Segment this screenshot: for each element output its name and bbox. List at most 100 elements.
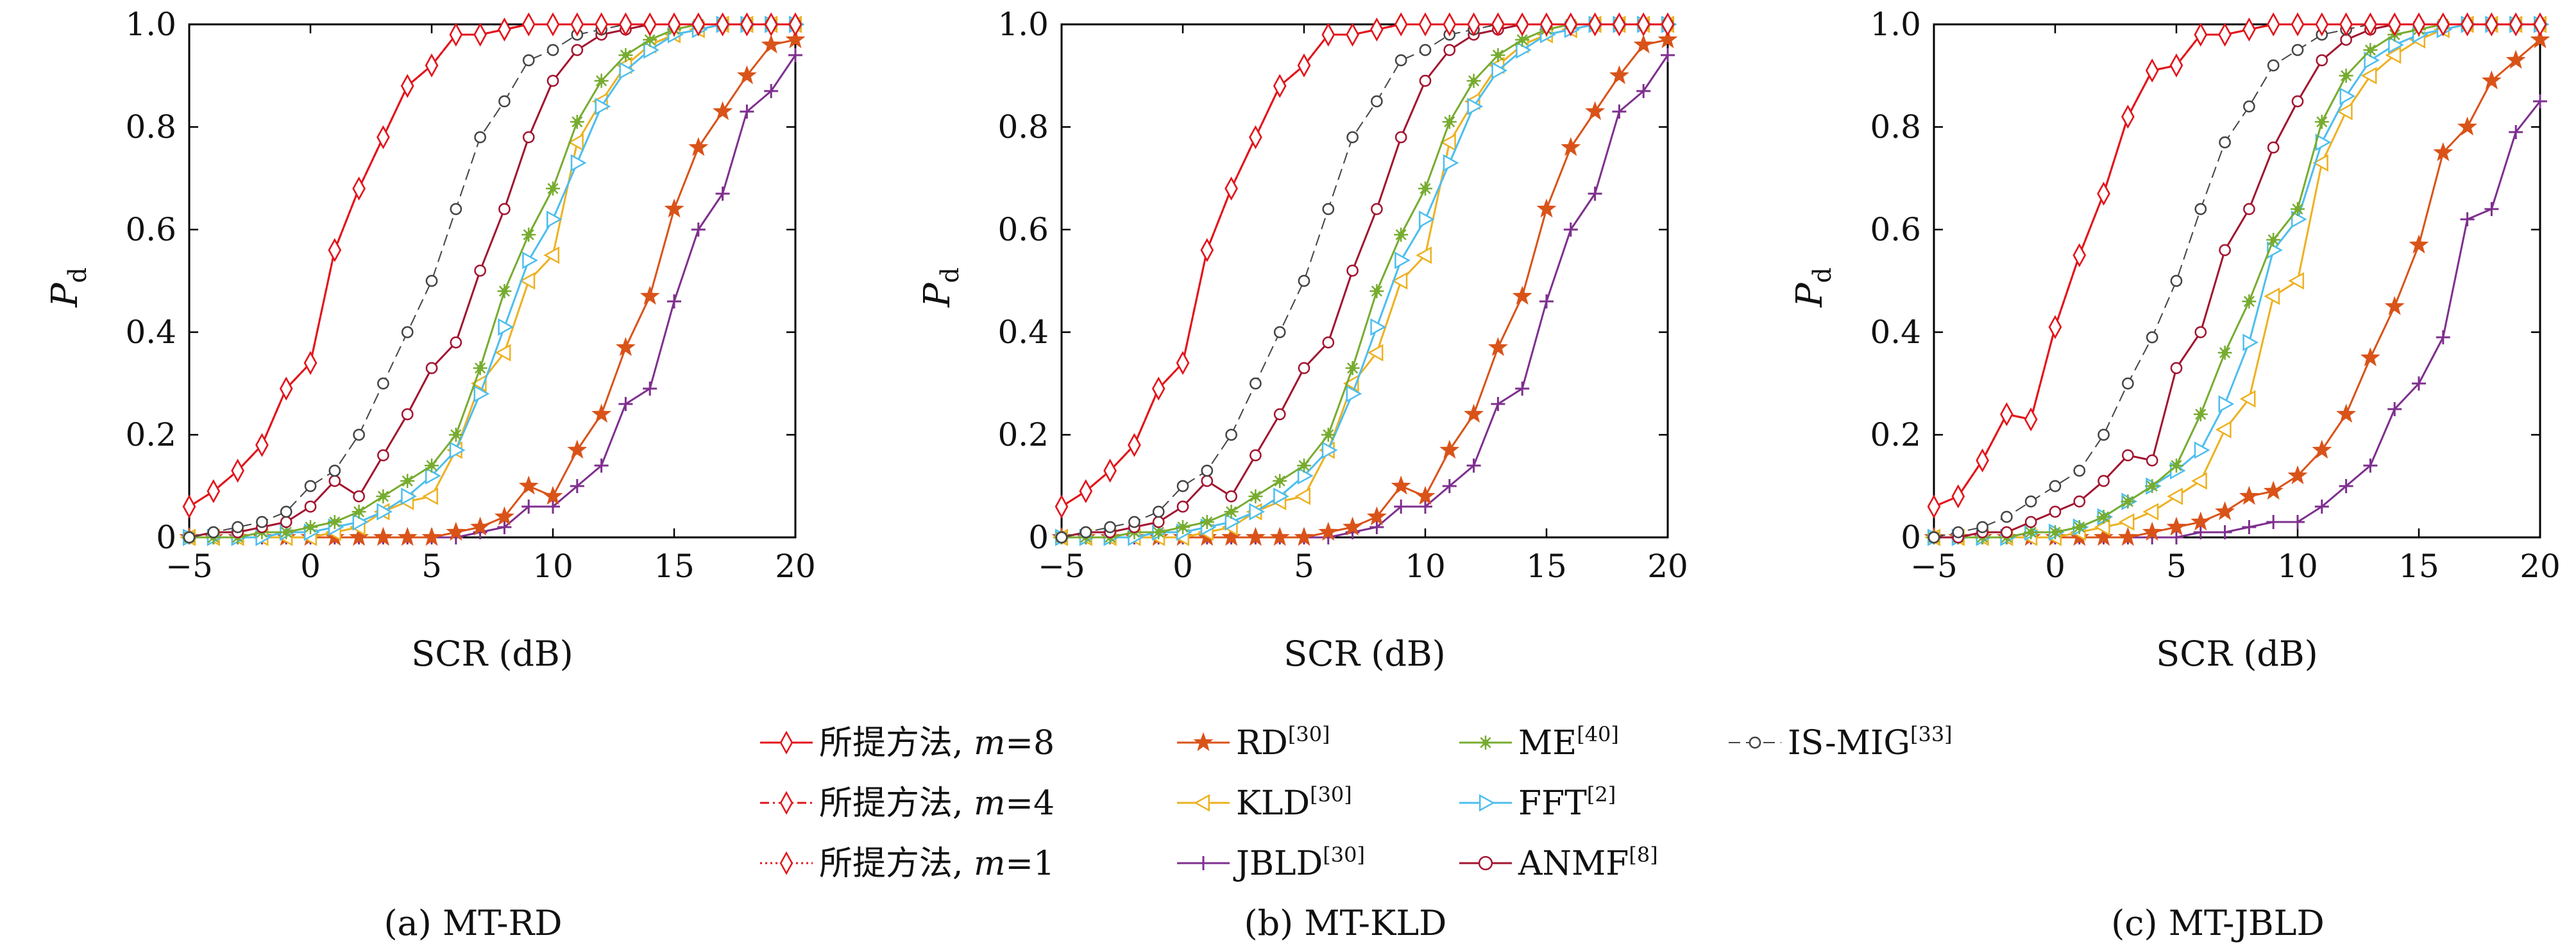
data-point-fft — [449, 441, 466, 459]
data-point-prop8 — [2339, 12, 2353, 37]
series-line-prop8 — [1061, 23, 1668, 508]
series-line-prop4 — [189, 23, 795, 508]
data-point-prop8 — [498, 17, 511, 42]
series-prop8 — [1927, 12, 2547, 519]
data-point-prop8 — [2412, 12, 2426, 37]
series-line-fft — [1934, 23, 2540, 539]
data-point-rd — [2142, 521, 2162, 541]
data-point-me-core — [380, 493, 387, 500]
data-point-jbld — [1636, 84, 1651, 98]
data-point-rd — [664, 198, 684, 218]
x-tick-label: 0 — [2045, 548, 2065, 585]
data-point-prop8 — [595, 12, 608, 37]
data-point-ismig — [2073, 464, 2086, 477]
data-point-prop8 — [2533, 12, 2547, 37]
data-point-fft — [2194, 441, 2210, 459]
data-point-prop8 — [667, 12, 681, 37]
x-tick-label: 15 — [1526, 548, 1567, 585]
x-axis-label: SCR (dB) — [1284, 634, 1446, 674]
data-point-me-core — [1155, 529, 1162, 535]
data-point-anmf — [2291, 95, 2304, 108]
legend-label-suffix: =8 — [1005, 724, 1055, 762]
subplot-caption: (b) MT-KLD — [1244, 903, 1447, 943]
x-tick-label: 20 — [775, 548, 816, 585]
data-point-ismig — [1371, 95, 1383, 108]
x-tick-label: 15 — [2398, 548, 2439, 585]
x-tick-label: 5 — [421, 548, 442, 585]
series-line-rd — [1934, 38, 2541, 539]
series-rd — [179, 29, 806, 546]
data-point-rd — [518, 475, 539, 495]
legend-label-text: KLD — [1236, 784, 1310, 823]
data-point-me-core — [1349, 365, 1356, 371]
data-point-prop8 — [2509, 12, 2523, 37]
data-point-rd — [1439, 439, 1460, 459]
data-point-prop8 — [619, 12, 632, 37]
series-prop8 — [182, 12, 802, 519]
data-point-jbld — [667, 294, 681, 308]
data-point-anmf — [522, 131, 535, 144]
data-point-prop8 — [2461, 12, 2474, 37]
data-point-fft — [2242, 333, 2259, 351]
data-point-anmf — [1346, 264, 1359, 277]
y-tick-label: 0.8 — [125, 108, 176, 146]
y-tick-label: 0.4 — [1870, 314, 1921, 351]
data-point-fft — [643, 41, 659, 59]
series-line-rd — [189, 38, 796, 539]
y-tick-label: 0.6 — [1870, 211, 1921, 248]
series-line-anmf — [1934, 23, 2540, 539]
data-point-prop8 — [2024, 407, 2038, 432]
data-point-rd — [1609, 65, 1629, 85]
series-line-prop4 — [1933, 23, 2540, 508]
subplot-caption: (a) MT-RD — [384, 903, 562, 943]
legend-marker-me-core — [1482, 739, 1489, 746]
series-prop4 — [1055, 12, 1675, 519]
data-point-prop8 — [764, 12, 778, 37]
legend-marker-rd — [1193, 732, 1214, 752]
data-point-ismig — [2024, 495, 2037, 508]
series-line-rd — [1062, 38, 1668, 539]
data-point-prop8 — [2315, 12, 2329, 37]
data-point-prop8 — [1297, 53, 1311, 78]
data-point-fft — [1467, 97, 1484, 115]
data-point-fft — [1370, 318, 1387, 336]
legend-label-text: 所提方法, — [819, 724, 974, 762]
data-point-anmf — [1443, 44, 1456, 56]
data-point-prop8 — [1418, 12, 1432, 37]
data-point-prop8 — [2266, 12, 2280, 37]
series-line-me — [1934, 23, 2540, 539]
data-point-fft — [1297, 467, 1314, 485]
data-point-jbld — [594, 459, 609, 473]
data-point-rd — [2117, 526, 2138, 546]
legend-label: IS-MIG[33] — [1788, 722, 1953, 762]
data-point-kld — [2191, 472, 2207, 490]
data-point-prop8 — [2364, 12, 2377, 37]
series-prop1 — [1055, 12, 1675, 519]
data-point-fft — [2339, 87, 2356, 105]
data-point-anmf — [571, 44, 584, 56]
series-line-prop1 — [1061, 23, 1668, 508]
data-point-prop8 — [2145, 58, 2159, 83]
data-point-anmf — [2073, 495, 2086, 508]
data-point-ismig — [1273, 326, 1286, 339]
data-point-prop8 — [1200, 238, 1214, 262]
data-point-jbld — [691, 223, 706, 237]
data-point-rd — [1487, 337, 1508, 357]
data-point-me-core — [2173, 462, 2180, 469]
data-point-anmf — [2001, 526, 2013, 539]
data-point-me-core — [2028, 529, 2035, 535]
legend-item-anmf: ANMF[8] — [1459, 843, 1658, 883]
data-point-ismig — [401, 326, 414, 339]
series-rd — [1924, 29, 2550, 546]
data-point-rd — [349, 526, 369, 546]
data-point-jbld — [1394, 500, 1409, 514]
data-point-rd — [2166, 516, 2187, 536]
data-point-kld — [2312, 154, 2328, 172]
data-point-ismig — [1152, 505, 1165, 518]
y-axis-label-main: P — [44, 282, 86, 308]
data-point-anmf — [450, 336, 462, 349]
data-point-ismig — [353, 428, 365, 441]
y-axis-label-sub: d — [936, 267, 964, 283]
